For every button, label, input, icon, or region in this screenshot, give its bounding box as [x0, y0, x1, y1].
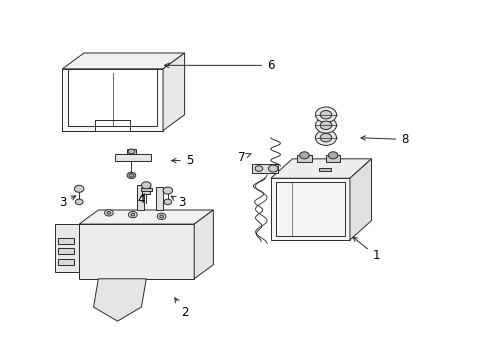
Text: 1: 1: [352, 237, 379, 262]
Circle shape: [320, 111, 331, 119]
Circle shape: [160, 215, 163, 218]
Circle shape: [163, 199, 171, 205]
Bar: [142, 185, 150, 194]
Bar: [325, 155, 340, 162]
Bar: [156, 187, 163, 210]
Circle shape: [127, 172, 136, 179]
Circle shape: [320, 134, 331, 142]
Bar: [275, 182, 345, 237]
Circle shape: [328, 152, 337, 159]
Circle shape: [315, 107, 336, 122]
Text: 6: 6: [164, 59, 274, 72]
Text: 4: 4: [138, 193, 145, 206]
Polygon shape: [194, 210, 213, 279]
Bar: [140, 188, 152, 190]
Text: 3: 3: [171, 196, 185, 210]
Bar: [297, 155, 311, 162]
Bar: [58, 259, 74, 265]
Bar: [137, 185, 143, 210]
Bar: [58, 238, 74, 243]
Circle shape: [74, 185, 84, 192]
Circle shape: [75, 199, 83, 205]
Polygon shape: [93, 279, 146, 321]
Circle shape: [315, 118, 336, 133]
Text: 2: 2: [174, 298, 188, 319]
Polygon shape: [55, 224, 79, 272]
Circle shape: [141, 182, 151, 189]
Text: 5: 5: [171, 154, 193, 167]
Polygon shape: [62, 53, 184, 69]
Circle shape: [163, 187, 172, 194]
Polygon shape: [68, 69, 157, 126]
Bar: [270, 178, 349, 240]
Polygon shape: [79, 210, 213, 224]
Text: 8: 8: [360, 133, 408, 146]
Text: 7: 7: [238, 150, 251, 163]
Circle shape: [129, 174, 134, 177]
Bar: [127, 149, 136, 153]
Circle shape: [255, 166, 262, 171]
Circle shape: [128, 149, 135, 154]
Bar: [251, 164, 278, 173]
Circle shape: [107, 211, 111, 214]
Polygon shape: [62, 69, 163, 131]
Circle shape: [268, 165, 278, 172]
Polygon shape: [163, 53, 184, 131]
Bar: [115, 153, 151, 161]
Polygon shape: [349, 159, 371, 240]
Bar: [318, 168, 330, 171]
Bar: [58, 248, 74, 254]
Polygon shape: [270, 159, 371, 178]
Circle shape: [128, 211, 137, 218]
Circle shape: [157, 213, 165, 220]
Circle shape: [320, 121, 331, 130]
Circle shape: [315, 130, 336, 145]
Polygon shape: [79, 224, 194, 279]
Circle shape: [299, 152, 308, 159]
Text: 3: 3: [59, 196, 76, 210]
Circle shape: [131, 213, 135, 216]
Circle shape: [104, 210, 113, 216]
